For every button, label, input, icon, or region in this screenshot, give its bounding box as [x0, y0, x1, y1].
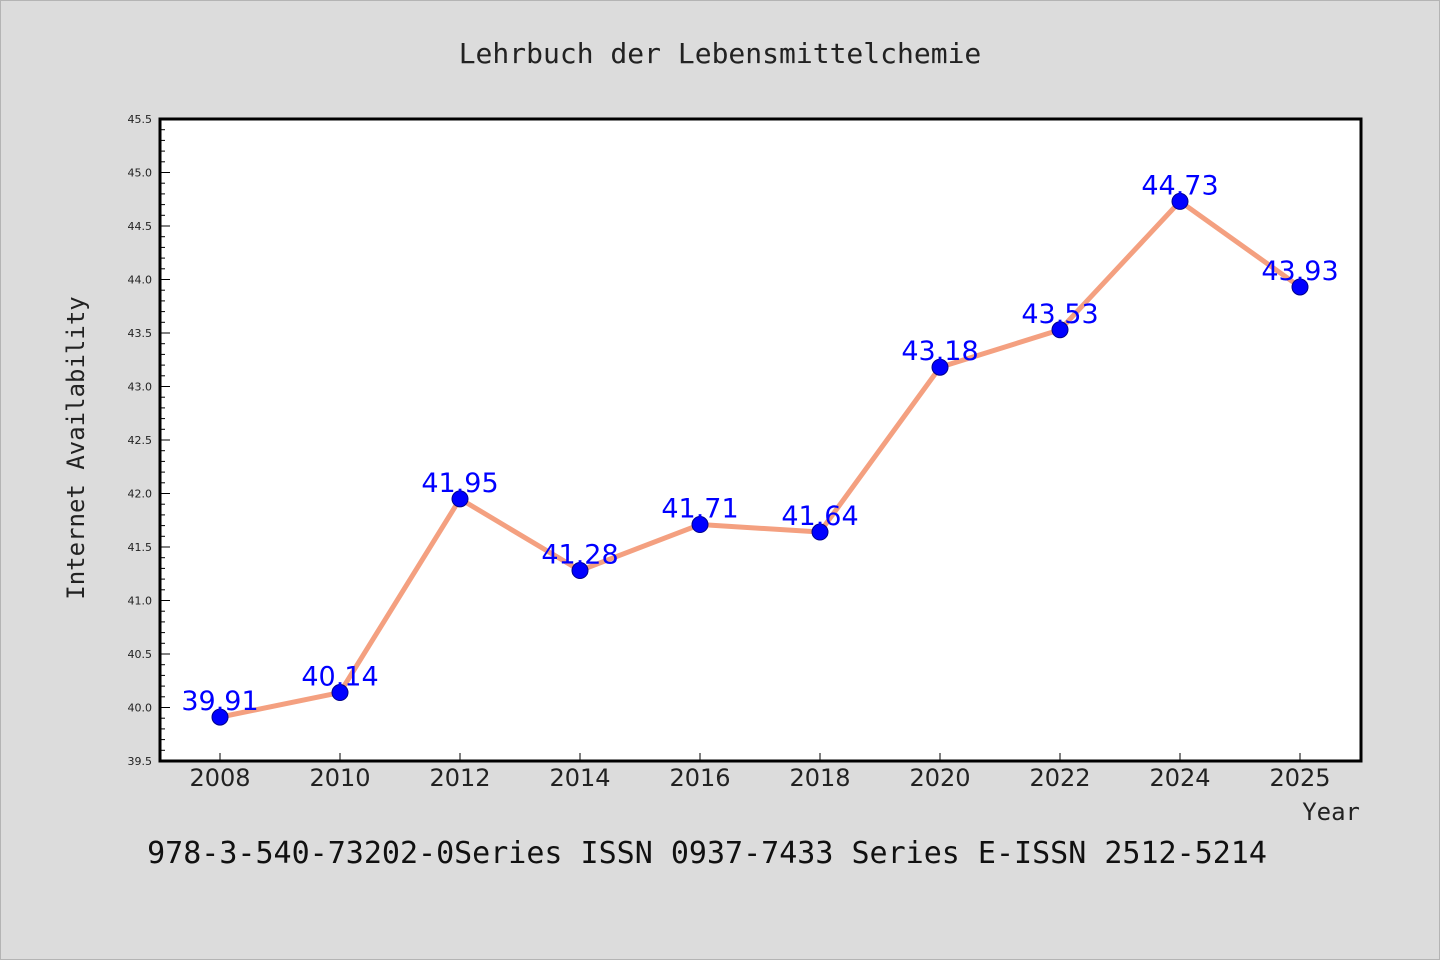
data-label: 43.93	[1261, 256, 1338, 287]
y-tick-label: 41.0	[128, 595, 153, 608]
chart-title: Lehrbuch der Lebensmittelchemie	[459, 37, 982, 70]
data-point	[331, 684, 349, 702]
x-tick-label: 2016	[669, 764, 730, 792]
data-labels: 39.91 40.14 41.95 41.28 41.71 41.64 43.18 43.53…	[181, 170, 1338, 717]
data-point	[811, 523, 829, 541]
plot-frame	[158, 117, 1363, 763]
series-line	[217, 198, 1303, 720]
data-label: 41.28	[541, 540, 618, 571]
data-point	[931, 358, 949, 376]
y-tick-label: 44.0	[128, 274, 153, 287]
y-tick-label: 41.5	[128, 541, 153, 554]
plot-area	[160, 119, 1361, 761]
data-point	[1291, 278, 1309, 296]
data-label: 41.95	[421, 468, 498, 499]
data-point	[691, 516, 709, 534]
x-axis: 2008 2010 2012 2014 2016 2018 2020 2022 2024 2025	[189, 753, 1331, 792]
x-tick-label: 2008	[189, 764, 250, 792]
data-label: 39.91	[181, 686, 258, 717]
x-tick-label: 2012	[429, 764, 490, 792]
x-tick-label: 2010	[309, 764, 370, 792]
data-label: 40.14	[301, 662, 378, 693]
data-label: 43.53	[1021, 299, 1098, 330]
x-tick-label: 2020	[909, 764, 970, 792]
y-tick-label: 43.5	[128, 327, 153, 340]
y-tick-label: 45.0	[128, 167, 153, 180]
data-point	[451, 490, 469, 508]
y-tick-label: 40.0	[128, 702, 153, 715]
y-tick-label: 45.5	[128, 113, 153, 126]
y-tick-label: 43.0	[128, 381, 153, 394]
x-tick-label: 2022	[1029, 764, 1090, 792]
data-point	[1171, 192, 1189, 210]
x-tick-label: 2014	[549, 764, 610, 792]
y-axis: 39.5 40.0 40.5 41.0 41.5 42.0 42.5 43.0 43.5 44.0…	[128, 113, 170, 768]
y-tick-label: 39.5	[128, 755, 153, 768]
y-tick-label: 42.0	[128, 488, 153, 501]
x-tick-label: 2025	[1269, 764, 1330, 792]
data-point	[571, 562, 589, 580]
x-axis-label: Year	[1302, 798, 1360, 826]
data-label: 41.64	[781, 501, 858, 532]
x-tick-label: 2024	[1149, 764, 1210, 792]
y-tick-label: 42.5	[128, 434, 153, 447]
y-axis-label: Internet Availability	[62, 296, 90, 599]
y-tick-label: 40.5	[128, 648, 153, 661]
data-label: 43.18	[901, 336, 978, 367]
data-label: 44.73	[1141, 170, 1218, 201]
data-label: 41.71	[661, 494, 738, 525]
data-point	[211, 708, 229, 726]
data-point	[1051, 321, 1069, 339]
x-tick-label: 2018	[789, 764, 850, 792]
data-markers	[211, 192, 1309, 726]
footer-text: 978-3-540-73202-0Series ISSN 0937-7433 S…	[147, 836, 1267, 871]
y-tick-label: 44.5	[128, 220, 153, 233]
